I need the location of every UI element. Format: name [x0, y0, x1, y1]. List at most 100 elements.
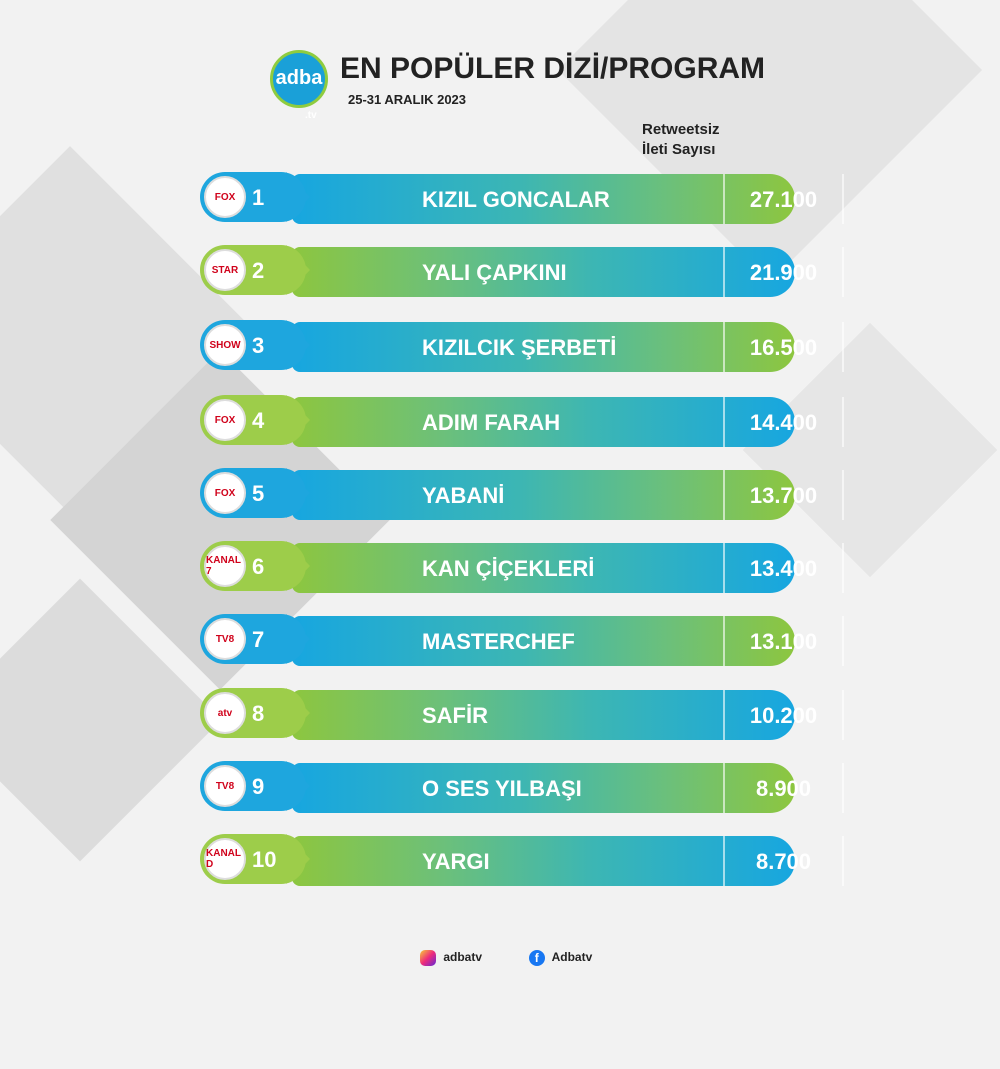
divider	[723, 470, 725, 520]
program-name: KIZILCIK ŞERBETİ	[422, 335, 617, 360]
divider	[723, 763, 725, 813]
divider	[842, 836, 844, 886]
divider	[723, 690, 725, 740]
divider	[723, 397, 725, 447]
channel-logo-icon: FOX	[204, 472, 246, 514]
rank-number: 4	[252, 408, 265, 433]
ranking-bar: YALI ÇAPKINI 21.900	[292, 247, 844, 297]
channel-logo-icon: SHOW	[204, 324, 246, 366]
ranking-row: YALI ÇAPKINI 21.900 STAR 2	[200, 245, 844, 299]
message-count: 14.400	[749, 410, 818, 435]
rank-arrow	[286, 688, 310, 738]
channel-logo-icon: FOX	[204, 176, 246, 218]
ranking-bar: KIZIL GONCALAR 27.100	[292, 174, 844, 224]
message-count: 21.900	[749, 260, 818, 285]
rank-number: 2	[252, 258, 265, 283]
background-diamond	[557, 0, 983, 283]
rank-arrow	[286, 245, 310, 295]
divider	[842, 174, 844, 224]
divider	[723, 543, 725, 593]
rank-arrow	[286, 614, 310, 664]
message-count: 13.700	[749, 483, 818, 508]
message-count: 13.100	[749, 629, 818, 654]
rank-arrow	[286, 172, 310, 222]
ranking-row: MASTERCHEF 13.100 TV8 7	[200, 614, 844, 668]
divider	[723, 322, 725, 372]
ranking-row: YARGI 8.700 KANAL D 10	[200, 834, 844, 888]
ranking-bar: SAFİR 10.200	[292, 690, 844, 740]
rank-number: 10	[252, 847, 277, 872]
divider	[842, 247, 844, 297]
rank-number: 3	[252, 333, 265, 358]
divider	[723, 174, 725, 224]
divider	[723, 836, 725, 886]
page-title: EN POPÜLER DİZİ/PROGRAM	[340, 52, 766, 85]
program-name: KIZIL GONCALAR	[422, 187, 610, 212]
facebook-icon: f	[528, 950, 545, 966]
rank-arrow	[286, 761, 310, 811]
ranking-bar: KAN ÇİÇEKLERİ 13.400	[292, 543, 844, 593]
ranking-bar: YABANİ 13.700	[292, 470, 844, 520]
ranking-bar: ADIM FARAH 14.400	[292, 397, 844, 447]
divider	[842, 322, 844, 372]
instagram-handle[interactable]: adbatv	[443, 950, 483, 965]
program-name: MASTERCHEF	[422, 629, 575, 654]
ranking-bar: O SES YILBAŞI 8.900	[292, 763, 844, 813]
divider	[842, 690, 844, 740]
divider	[842, 543, 844, 593]
channel-logo-icon: STAR	[204, 249, 246, 291]
program-name: KAN ÇİÇEKLERİ	[422, 556, 595, 581]
rank-number: 1	[252, 185, 265, 210]
channel-logo-icon: atv	[204, 692, 246, 734]
rank-arrow	[286, 320, 310, 370]
rank-arrow	[286, 834, 310, 884]
header: adba .tv EN POPÜLER DİZİ/PROGRAM 25-31 A…	[270, 48, 790, 121]
channel-logo-icon: KANAL 7	[204, 545, 246, 587]
channel-logo-icon: KANAL D	[204, 838, 246, 880]
message-count: 13.400	[749, 556, 818, 581]
ranking-row: SAFİR 10.200 atv 8	[200, 688, 844, 742]
ranking-row: KIZIL GONCALAR 27.100 FOX 1	[200, 172, 844, 226]
message-count: 10.200	[749, 703, 818, 728]
column-header: Retweetsiz İleti Sayısı	[642, 121, 720, 158]
ranking-bar: YARGI 8.700	[292, 836, 844, 886]
program-name: YALI ÇAPKINI	[422, 260, 567, 285]
adba-logo: adba .tv	[270, 50, 328, 121]
message-count: 16.500	[749, 335, 818, 360]
message-count: 27.100	[749, 187, 818, 212]
divider	[723, 616, 725, 666]
rank-number: 7	[252, 627, 265, 652]
ranking-row: O SES YILBAŞI 8.900 TV8 9	[200, 761, 844, 815]
ranking-bar: KIZILCIK ŞERBETİ 16.500	[292, 322, 844, 372]
rank-number: 8	[252, 701, 265, 726]
ranking-row: KIZILCIK ŞERBETİ 16.500 SHOW 3	[200, 320, 844, 374]
channel-logo-icon: TV8	[204, 618, 246, 660]
ranking-bar: MASTERCHEF 13.100	[292, 616, 844, 666]
ranking-row: YABANİ 13.700 FOX 5	[200, 468, 844, 522]
rank-arrow	[286, 541, 310, 591]
rank-arrow	[286, 395, 310, 445]
rank-arrow	[286, 468, 310, 518]
message-count: 8.900	[755, 776, 812, 801]
instagram-icon	[420, 950, 436, 966]
footer: adbatv f Adbatv	[420, 950, 720, 966]
program-name: O SES YILBAŞI	[422, 776, 582, 801]
program-name: YARGI	[422, 849, 490, 874]
divider	[723, 247, 725, 297]
program-name: ADIM FARAH	[422, 410, 561, 435]
ranking-row: ADIM FARAH 14.400 FOX 4	[200, 395, 844, 449]
program-name: YABANİ	[422, 483, 505, 508]
date-range: 25-31 ARALIK 2023	[348, 92, 467, 107]
facebook-handle[interactable]: Adbatv	[551, 950, 593, 965]
divider	[842, 397, 844, 447]
channel-logo-icon: FOX	[204, 399, 246, 441]
rank-number: 9	[252, 774, 265, 799]
divider	[842, 616, 844, 666]
channel-logo-icon: TV8	[204, 765, 246, 807]
program-name: SAFİR	[422, 703, 488, 728]
message-count: 8.700	[755, 849, 812, 874]
divider	[842, 470, 844, 520]
divider	[842, 763, 844, 813]
rank-number: 5	[252, 481, 265, 506]
